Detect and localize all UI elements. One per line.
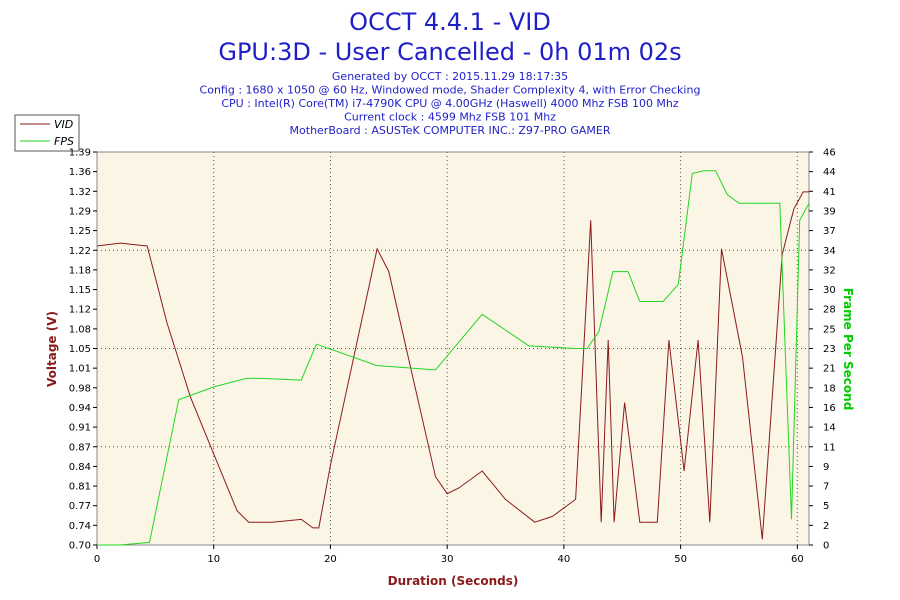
- y-left-tick-label: 1.29: [69, 206, 91, 217]
- y-right-tick-label: 11: [823, 442, 836, 453]
- y-left-ticks: 0.70 0.74 0.77 0.81 0.84 0.87 0.91 0.94 0.98 1.01…: [69, 148, 97, 552]
- info-line: CPU : Intel(R) Core(TM) i7-4790K CPU @ 4…: [221, 97, 679, 110]
- y-right-tick-label: 2: [823, 521, 829, 532]
- y-left-tick-label: 1.15: [69, 285, 91, 296]
- info-line: Generated by OCCT : 2015.11.29 18:17:35: [332, 70, 568, 83]
- y-left-tick-label: 1.01: [69, 364, 91, 375]
- y-right-tick-label: 28: [823, 305, 836, 316]
- y-right-tick-label: 46: [823, 148, 836, 159]
- y-right-tick-label: 16: [823, 403, 836, 414]
- x-tick-label: 10: [207, 554, 220, 565]
- y-left-tick-label: 1.05: [69, 344, 91, 355]
- y-right-tick-label: 0: [823, 541, 829, 552]
- y-right-axis-label: Frame Per Second: [841, 288, 855, 411]
- y-left-tick-label: 0.70: [69, 541, 91, 552]
- legend-vid-label: VID: [54, 118, 73, 131]
- y-left-tick-label: 1.36: [69, 167, 91, 178]
- info-line: Current clock : 4599 Mhz FSB 101 Mhz: [344, 111, 556, 124]
- legend: VID FPS: [14, 114, 80, 152]
- y-left-tick-label: 0.77: [69, 501, 91, 512]
- y-right-tick-label: 34: [823, 246, 836, 257]
- info-line: Config : 1680 x 1050 @ 60 Hz, Windowed m…: [200, 84, 701, 97]
- y-right-tick-label: 14: [823, 423, 836, 434]
- y-left-axis-label: Voltage (V): [45, 311, 59, 387]
- series-line-vid: [96, 191, 809, 540]
- y-left-tick-label: 1.25: [69, 226, 91, 237]
- x-tick-label: 50: [674, 554, 687, 565]
- y-left-tick-label: 0.87: [69, 442, 91, 453]
- y-right-tick-label: 21: [823, 364, 836, 375]
- y-left-tick-label: 0.81: [69, 482, 91, 493]
- y-left-tick-label: 1.39: [69, 148, 91, 159]
- info-line: MotherBoard : ASUSTeK COMPUTER INC.: Z97…: [290, 124, 611, 137]
- y-left-tick-label: 1.08: [69, 324, 91, 335]
- y-left-tick-label: 0.98: [69, 383, 91, 394]
- y-left-tick-label: 1.32: [69, 187, 91, 198]
- y-right-tick-label: 23: [823, 344, 836, 355]
- x-ticks: 0 10 20 30 40 50 60: [94, 545, 804, 565]
- x-tick-label: 40: [558, 554, 571, 565]
- legend-fps-label: FPS: [54, 135, 74, 148]
- y-right-tick-label: 9: [823, 462, 829, 473]
- y-right-tick-label: 44: [823, 167, 836, 178]
- x-tick-label: 0: [94, 554, 100, 565]
- y-right-tick-label: 41: [823, 187, 836, 198]
- y-left-tick-label: 1.12: [69, 305, 91, 316]
- x-tick-label: 30: [441, 554, 454, 565]
- y-right-tick-label: 18: [823, 383, 836, 394]
- series-group: [96, 170, 810, 546]
- y-right-tick-label: 37: [823, 226, 836, 237]
- chart-title: OCCT 4.4.1 - VID: [349, 8, 551, 36]
- series-line-fps: [97, 170, 810, 546]
- y-right-tick-label: 5: [823, 501, 829, 512]
- x-axis-label: Duration (Seconds): [388, 574, 519, 588]
- y-left-tick-label: 0.84: [69, 462, 91, 473]
- y-right-tick-label: 7: [823, 482, 829, 493]
- y-right-tick-label: 30: [823, 285, 836, 296]
- y-left-tick-label: 0.74: [69, 521, 91, 532]
- x-tick-label: 20: [324, 554, 337, 565]
- y-right-tick-label: 25: [823, 324, 836, 335]
- y-left-tick-label: 1.18: [69, 265, 91, 276]
- chart-subtitle: GPU:3D - User Cancelled - 0h 01m 02s: [218, 38, 681, 66]
- x-tick-label: 60: [791, 554, 804, 565]
- y-right-tick-label: 39: [823, 206, 836, 217]
- y-left-tick-label: 0.91: [69, 423, 91, 434]
- y-left-tick-label: 0.94: [69, 403, 91, 414]
- legend-box: [14, 114, 80, 152]
- y-left-tick-label: 1.22: [69, 246, 91, 257]
- y-right-tick-label: 32: [823, 265, 836, 276]
- info-lines: Generated by OCCT : 2015.11.29 18:17:35C…: [200, 70, 701, 137]
